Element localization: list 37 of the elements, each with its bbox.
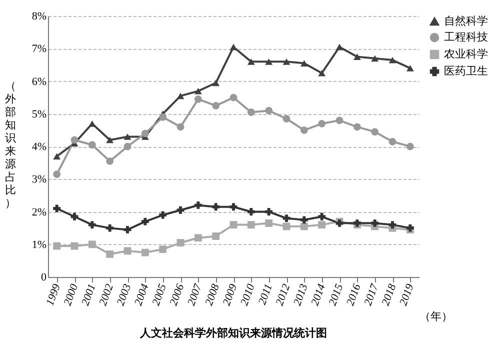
legend-label: 医药卫生 (444, 64, 488, 78)
x-tick-label: 2017 (362, 282, 382, 308)
x-tick-label: 2010 (238, 282, 258, 308)
legend-label: 农业科学 (444, 48, 488, 60)
text: 人文社会科学外部知识来源情况统计图 (139, 326, 327, 340)
x-tick-label: 2003 (114, 282, 134, 308)
x-tick-label: 2008 (203, 282, 222, 308)
x-tick-label: 2005 (150, 282, 170, 308)
x-tick-label: 2015 (326, 282, 346, 308)
y-tick-label: 1% (32, 238, 46, 251)
y-tick-label: 8% (32, 10, 46, 22)
y-tick-label: 2% (32, 206, 46, 218)
x-tick-label: 2013 (292, 282, 310, 308)
x-tick-label: 2016 (344, 282, 364, 308)
text: （外部知识来源占比） (5, 80, 16, 210)
x-tick-label: 2006 (168, 282, 187, 308)
x-tick-label: 2004 (132, 282, 152, 308)
x-tick-label: 2018 (380, 282, 399, 308)
x-tick-label: 2000 (62, 282, 81, 308)
x-tick-label: 2001 (80, 282, 98, 308)
x-tick-label: 2012 (274, 282, 293, 308)
y-tick-label: 6% (32, 76, 46, 88)
y-tick-label: 0 (41, 272, 47, 284)
y-tick-label: 7% (32, 43, 46, 56)
legend-label: 工程科技 (444, 30, 488, 44)
y-tick-label: 3% (32, 174, 46, 186)
x-tick-label: 2011 (256, 282, 275, 306)
x-tick-label: 2007 (186, 282, 204, 308)
x-tick-label: 2009 (220, 282, 240, 308)
legend-label: 自然科学 (444, 14, 488, 28)
x-axis-title: （年） (420, 310, 452, 323)
x-tick-label: 2014 (309, 282, 328, 308)
x-tick-label: 2002 (97, 282, 116, 308)
x-tick-label: 1999 (44, 282, 64, 308)
y-tick-label: 5% (32, 108, 46, 120)
y-tick-label: 4% (32, 141, 46, 153)
x-tick-label: 2019 (398, 282, 416, 308)
